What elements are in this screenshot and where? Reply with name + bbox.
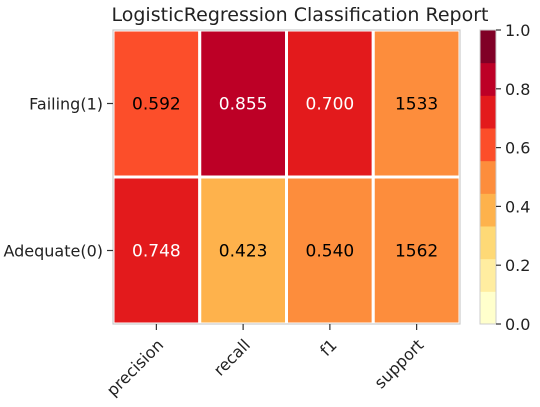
heatmap-cell (371, 175, 462, 326)
cell-value-label: 0.423 (219, 242, 268, 262)
cell-value-label: 0.700 (306, 95, 355, 115)
colorbar-segment (480, 95, 496, 129)
colorbar-segment (480, 226, 496, 260)
x-tick-label: recall (210, 335, 254, 379)
colorbar-tick-label: 0.0 (505, 315, 530, 334)
plot-border (112, 29, 461, 325)
colorbar-tick-label: 0.8 (505, 80, 530, 99)
colorbar-tick-label: 0.4 (505, 197, 530, 216)
colorbar-border (479, 29, 497, 325)
heatmap-cell (198, 28, 288, 179)
colorbar-segment (480, 160, 496, 194)
x-tick-label: support (371, 335, 428, 392)
colorbar-segment (480, 193, 496, 227)
y-axis-ticks: Failing(1) Adequate(0) (3, 95, 113, 261)
y-tick-label: Failing(1) (29, 95, 103, 114)
x-tick-label: f1 (316, 335, 341, 360)
cell-value-label: 1562 (395, 242, 438, 262)
cell-value-label: 0.855 (219, 95, 268, 115)
colorbar-tick-label: 1.0 (505, 21, 530, 40)
heatmap-cell (198, 175, 288, 326)
colorbar-tick-label: 0.6 (505, 139, 530, 158)
colorbar: 0.0 0.2 0.4 0.6 0.8 1.0 (479, 21, 530, 334)
cell-value-label: 1533 (395, 95, 438, 115)
x-axis-ticks: precision recall f1 support (103, 324, 428, 400)
colorbar-segment (480, 128, 496, 162)
colorbar-segment (480, 62, 496, 96)
y-tick-label: Adequate(0) (3, 242, 103, 261)
chart-title: LogisticRegression Classification Report (112, 4, 489, 26)
colorbar-tick-label: 0.2 (505, 256, 530, 275)
colorbar-segment (480, 291, 496, 325)
colorbar-segment (480, 30, 496, 64)
plot-frame (112, 29, 461, 325)
x-tick-label: precision (103, 335, 167, 399)
colorbar-segment (480, 258, 496, 292)
heatmap-cells: 0.592 0.855 0.700 1533 0.748 0.423 0.540 1562 (111, 28, 462, 326)
cell-value-label: 0.540 (306, 242, 355, 262)
cell-value-label: 0.748 (132, 242, 181, 262)
cell-value-label: 0.592 (132, 95, 181, 115)
